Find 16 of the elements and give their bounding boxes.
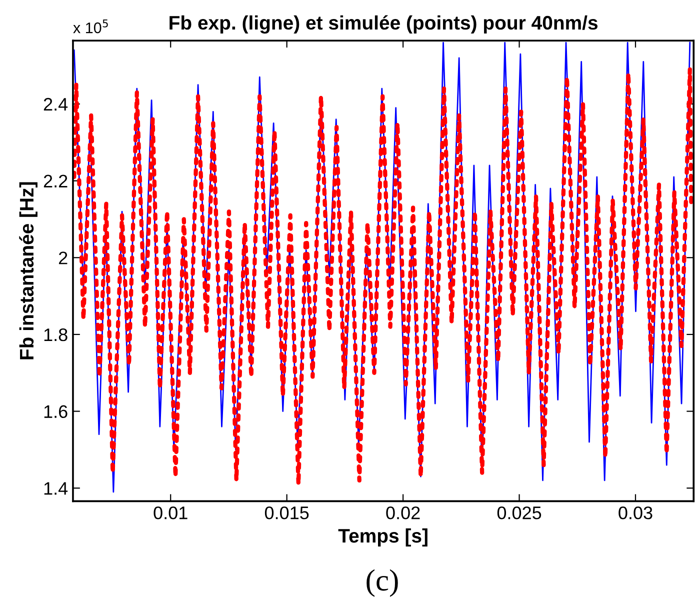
x-tick-label: 0.02 [386, 506, 420, 520]
y-tick-label: 1.4 [44, 482, 68, 495]
text: (c) [366, 569, 398, 597]
text: x 10$^{5}$ [73, 19, 108, 34]
y-axis-title: Fb instantanée [Hz] [19, 182, 38, 360]
x-tick-label: 0.025 [497, 506, 542, 520]
x-axis-title: Temps [s] [338, 528, 428, 547]
y-tick-label: 2.4 [44, 98, 68, 111]
x-tick-label: 0.015 [264, 506, 309, 520]
y-tick-label: 2 [58, 252, 68, 264]
y-tick-label: 1.6 [44, 405, 68, 418]
y-tick-label: 1.8 [44, 328, 68, 342]
y-tick-label: 2.2 [44, 174, 68, 188]
x-tick-label: 0.01 [154, 506, 188, 520]
chart-title: Fb exp. (ligne) et simulée (points) pour 40nm/s [170, 15, 598, 34]
x-tick-label: 0.03 [618, 506, 652, 520]
